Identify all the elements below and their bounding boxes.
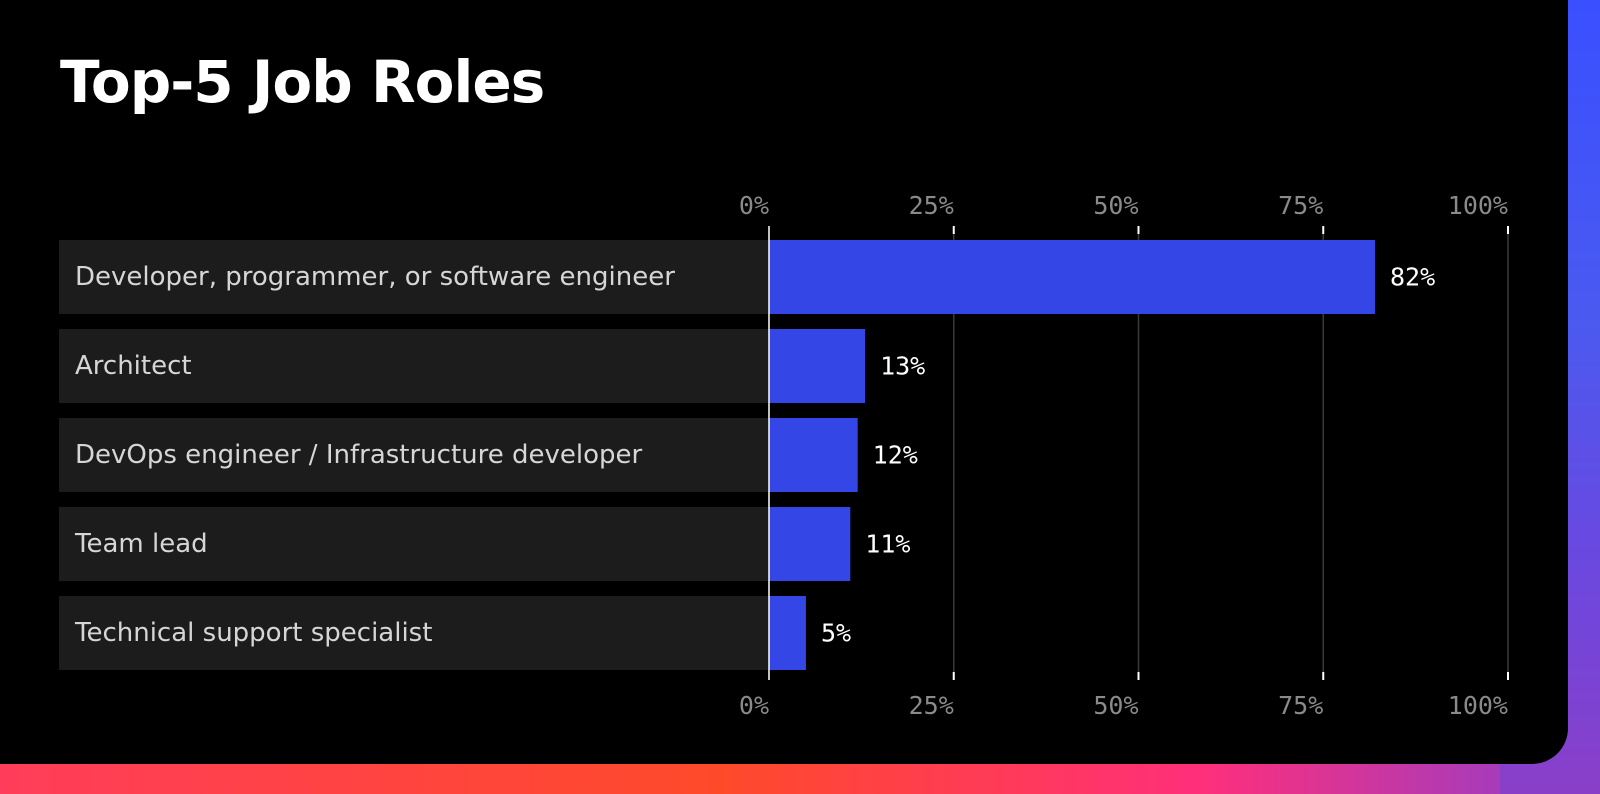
category-band <box>59 418 769 492</box>
category-label: DevOps engineer / Infrastructure develop… <box>75 440 643 470</box>
category-band <box>59 596 769 670</box>
category-label: Architect <box>75 351 192 381</box>
value-label: 13% <box>880 352 925 381</box>
value-label: 11% <box>865 530 910 559</box>
tick-label-top: 0% <box>739 191 769 220</box>
value-label: 82% <box>1390 263 1435 292</box>
bar <box>769 240 1375 314</box>
bar <box>769 507 851 581</box>
category-label: Developer, programmer, or software engin… <box>75 262 675 292</box>
bar-chart: Developer, programmer, or software engin… <box>59 191 1509 720</box>
tick-label-top: 75% <box>1278 191 1323 220</box>
category-band <box>59 507 769 581</box>
tick-label-bottom: 0% <box>739 691 769 720</box>
tick-label-top: 25% <box>909 191 954 220</box>
tick-label-bottom: 50% <box>1093 691 1138 720</box>
value-label: 12% <box>873 441 918 470</box>
bar <box>769 596 806 670</box>
chart-title: Top-5 Job Roles <box>60 48 545 116</box>
tick-label-top: 100% <box>1448 191 1508 220</box>
tick-label-bottom: 100% <box>1448 691 1508 720</box>
value-label: 5% <box>821 619 851 648</box>
bar <box>769 418 858 492</box>
tick-label-top: 50% <box>1093 191 1138 220</box>
category-band <box>59 240 769 314</box>
tick-label-bottom: 75% <box>1278 691 1323 720</box>
category-label: Technical support specialist <box>74 618 432 648</box>
category-label: Team lead <box>74 529 208 559</box>
category-band <box>59 329 769 403</box>
tick-label-bottom: 25% <box>909 691 954 720</box>
bar <box>769 329 866 403</box>
